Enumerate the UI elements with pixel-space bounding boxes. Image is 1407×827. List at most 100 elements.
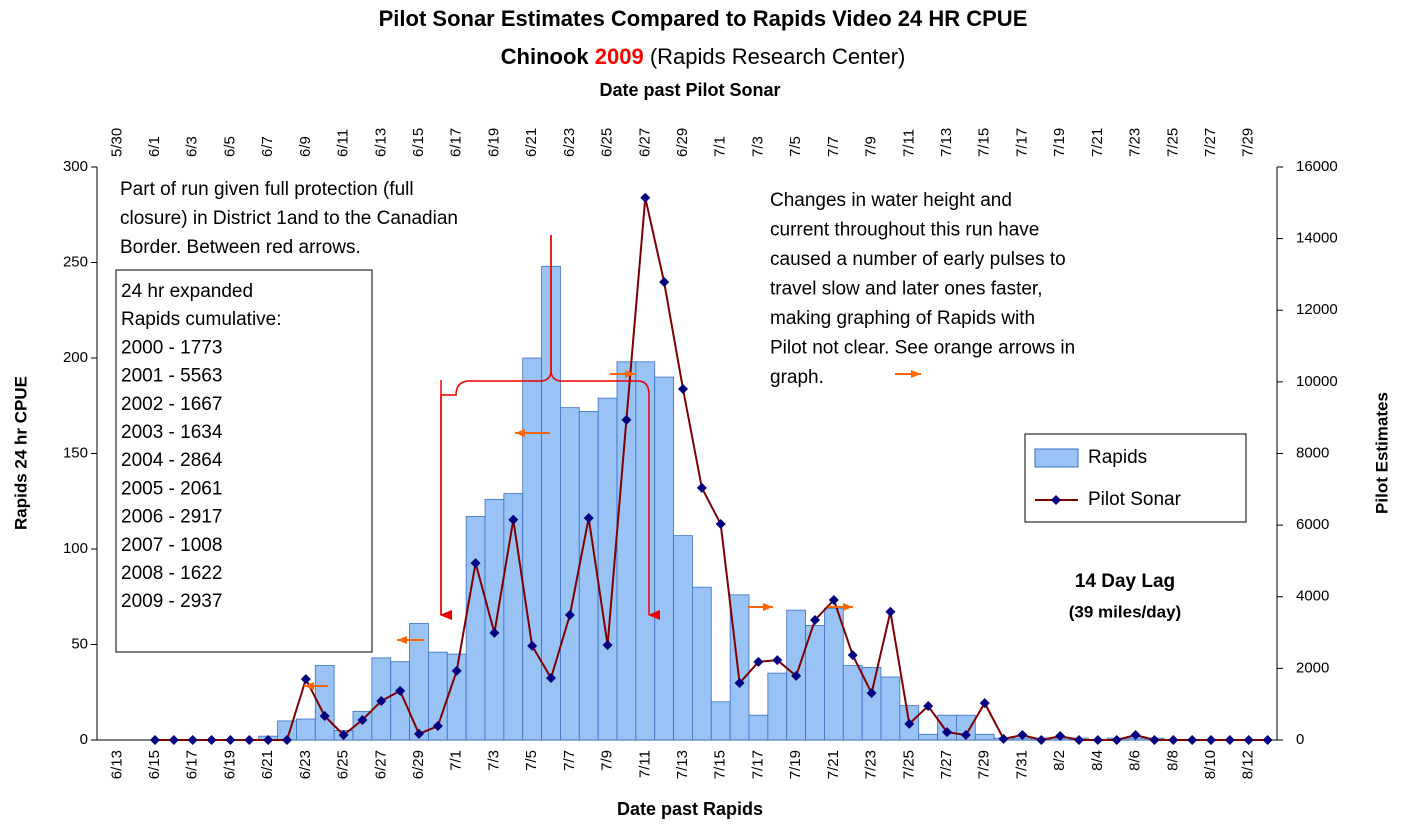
marker (451, 665, 462, 676)
marker (414, 728, 424, 739)
annotations: Rapids Pilot Sonar Part of run given full … (115, 179, 1247, 690)
x2-tick-label: 5/30 (108, 128, 125, 157)
x-tick-label: 7/27 (938, 750, 955, 779)
annotation: 2006 - 2917 (121, 507, 222, 528)
bar (296, 718, 316, 741)
y2-tick-label: 8000 (1296, 444, 1329, 461)
marker (1130, 729, 1141, 740)
x-tick-label: 6/17 (184, 750, 201, 779)
annotation: 2002 - 1667 (121, 394, 222, 415)
x2-tick-label: 6/27 (636, 128, 653, 157)
y2-tick-label: 4000 (1296, 588, 1329, 605)
x-tick-label: 6/29 (410, 750, 427, 779)
bar (465, 516, 486, 741)
x2-tick-label: 7/17 (1013, 128, 1030, 157)
bar (635, 361, 656, 741)
x-tick-label: 7/11 (636, 750, 653, 778)
bar (692, 586, 712, 741)
annotation: travel slow and later ones faster, (770, 279, 1042, 300)
annotation: 24 hr expanded (121, 281, 253, 302)
marker (338, 729, 349, 740)
x-tick-label: 7/25 (900, 750, 917, 779)
marker (508, 514, 519, 525)
marker (791, 670, 802, 681)
bar (842, 665, 863, 741)
y-tick-label: 300 (63, 158, 88, 175)
marker (734, 678, 745, 689)
legend-label: Rapids (1088, 447, 1147, 468)
y-tick-label: 150 (63, 444, 88, 461)
marker (395, 685, 406, 696)
y2-tick-label: 12000 (1296, 301, 1338, 318)
x2-tick-label: 7/5 (787, 136, 804, 157)
bar (824, 607, 844, 741)
bar (673, 535, 693, 741)
bar (729, 594, 750, 741)
y-tick-label: 0 (80, 731, 88, 748)
bar (484, 498, 505, 741)
x-tick-label: 7/3 (485, 750, 502, 771)
bar (880, 676, 901, 741)
x-tick-label: 7/23 (863, 750, 880, 779)
marker (187, 735, 198, 745)
chart-subtitle: Chinook 2009 (Rapids Research Center) (501, 44, 906, 69)
x-tick-label: 7/31 (1013, 750, 1030, 779)
marker (263, 735, 274, 745)
marker (659, 276, 670, 287)
y2-tick-label: 0 (1296, 731, 1304, 748)
x2-tick-label: 6/17 (448, 128, 465, 157)
marker (885, 606, 896, 617)
bar (710, 701, 731, 741)
y2-tick-label: 14000 (1296, 230, 1338, 247)
marker (810, 615, 820, 626)
x-tick-label: 7/29 (976, 750, 993, 779)
x2-tick-label: 6/25 (599, 128, 616, 157)
marker (753, 656, 764, 667)
x2-tick-label: 7/13 (938, 128, 955, 157)
x2-tick-label: 6/7 (259, 136, 276, 157)
marker (319, 711, 330, 722)
annotation: caused a number of early pulses to (770, 249, 1066, 270)
x-tick-label: 8/4 (1089, 750, 1106, 771)
x-tick-label: 8/2 (1051, 750, 1068, 771)
x-tick-label: 6/15 (146, 750, 163, 779)
marker (376, 695, 387, 706)
marker (828, 594, 839, 605)
marker (772, 655, 783, 666)
subtitle-part: (Rapids Research Center) (650, 44, 906, 69)
marker (866, 688, 877, 699)
bar (560, 407, 580, 741)
x2-tick-label: 6/29 (674, 128, 691, 157)
x2-tick-label: 6/15 (410, 128, 427, 157)
x2-tick-label: 7/27 (1202, 128, 1219, 157)
x-tick-label: 7/5 (523, 750, 540, 771)
x-tick-label: 8/10 (1202, 750, 1219, 779)
bar (522, 357, 542, 741)
annotation: Border. Between red arrows. (120, 237, 361, 258)
marker (1092, 735, 1103, 745)
marker (150, 735, 160, 745)
red-arrow (440, 235, 552, 620)
marker (979, 698, 990, 709)
marker (942, 727, 952, 738)
marker (1036, 735, 1047, 745)
x2-tick-label: 6/5 (221, 136, 238, 157)
annotation: 2003 - 1634 (121, 422, 223, 443)
y-tick-label: 250 (63, 253, 88, 270)
marker (1017, 729, 1028, 740)
y2-tick-label: 6000 (1296, 516, 1329, 533)
bar (767, 672, 788, 741)
legend-label: Pilot Sonar (1088, 489, 1182, 510)
marker (168, 735, 179, 745)
x2-tick-label: 7/21 (1089, 128, 1106, 157)
x-tick-label: 7/19 (787, 750, 804, 779)
marker (1168, 735, 1179, 745)
subtitle-part: Chinook (501, 44, 590, 69)
x-tick-label: 6/21 (259, 750, 276, 779)
annotation: 2005 - 2061 (121, 478, 222, 499)
x2-tick-label: 6/11 (335, 129, 352, 157)
x-tick-label: 8/6 (1127, 750, 1144, 771)
legend-swatch (1034, 448, 1079, 468)
marker (489, 627, 500, 638)
